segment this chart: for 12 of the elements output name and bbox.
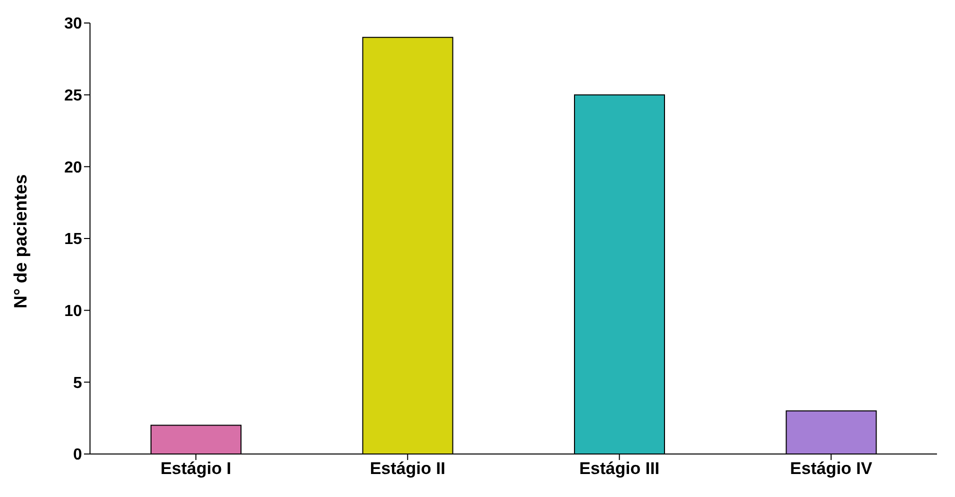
x-tick-label: Estágio II [370, 459, 446, 478]
y-tick-label: 10 [64, 303, 82, 320]
y-axis-title: N° de pacientes [10, 174, 30, 308]
x-tick-label: Estágio I [160, 459, 232, 478]
y-tick-label: 15 [64, 231, 82, 248]
y-tick-label: 30 [64, 16, 82, 33]
y-tick-label: 20 [64, 159, 82, 176]
y-tick-label: 5 [73, 374, 82, 392]
x-tick-label: Estágio III [579, 459, 660, 478]
x-tick-label: Estágio IV [790, 459, 873, 478]
y-tick-label: 0 [73, 446, 82, 464]
y-tick-label: 25 [64, 88, 82, 105]
